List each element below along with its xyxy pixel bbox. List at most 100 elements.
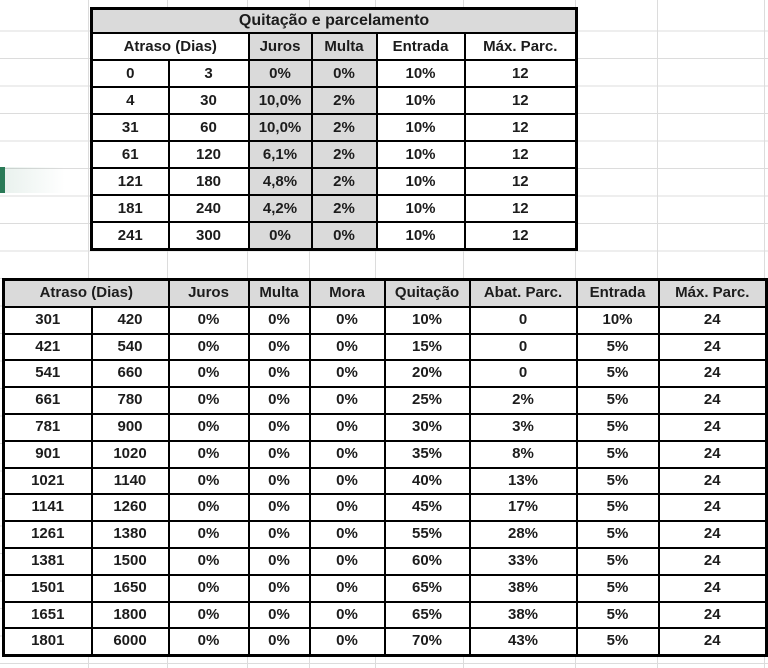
cell[interactable]: 55% [383, 520, 471, 549]
cell[interactable]: 2% [310, 194, 378, 223]
cell[interactable]: 300 [167, 221, 250, 251]
cell[interactable]: 2% [310, 113, 378, 142]
cell[interactable]: 17% [468, 493, 578, 523]
cell[interactable]: 780 [90, 386, 170, 415]
cell[interactable]: 12 [463, 86, 578, 115]
cell[interactable]: 0% [247, 59, 313, 88]
cell[interactable]: 4 [90, 86, 170, 115]
header-juros[interactable]: Juros [167, 278, 250, 308]
cell[interactable]: 0% [247, 573, 311, 603]
cell[interactable]: 0% [308, 493, 386, 523]
cell[interactable]: 0% [247, 221, 313, 251]
cell[interactable]: 0% [310, 59, 378, 88]
cell[interactable]: 1140 [90, 466, 170, 496]
cell[interactable]: 540 [90, 332, 170, 362]
cell[interactable]: 1021 [2, 466, 93, 496]
header-multa[interactable]: Multa [247, 278, 311, 308]
cell[interactable]: 1381 [2, 546, 93, 576]
cell[interactable]: 30% [383, 412, 471, 442]
cell[interactable]: 1650 [90, 573, 170, 603]
cell[interactable]: 5% [575, 466, 660, 496]
cell[interactable]: 0% [308, 305, 386, 335]
cell[interactable]: 5% [575, 332, 660, 362]
cell[interactable]: 541 [2, 359, 93, 389]
cell[interactable]: 10,0% [247, 113, 313, 142]
cell[interactable]: 10% [375, 167, 466, 196]
cell[interactable]: 24 [657, 466, 768, 496]
cell[interactable]: 60% [383, 546, 471, 576]
cell[interactable]: 1260 [90, 493, 170, 523]
cell[interactable]: 0% [247, 332, 311, 362]
header-abat-parc[interactable]: Abat. Parc. [468, 278, 578, 308]
cell[interactable]: 65% [383, 573, 471, 603]
cell[interactable]: 0% [308, 627, 386, 657]
cell[interactable]: 0% [167, 439, 250, 469]
cell[interactable]: 12 [463, 221, 578, 251]
cell[interactable]: 1651 [2, 600, 93, 630]
cell[interactable]: 1801 [2, 627, 93, 657]
cell[interactable]: 0% [247, 493, 311, 523]
cell[interactable]: 12 [463, 140, 578, 169]
cell[interactable]: 900 [90, 412, 170, 442]
cell[interactable]: 1020 [90, 439, 170, 469]
cell[interactable]: 0% [247, 412, 311, 442]
cell[interactable]: 5% [575, 412, 660, 442]
cell[interactable]: 0% [308, 412, 386, 442]
cell[interactable]: 0% [167, 493, 250, 523]
header-max-parc[interactable]: Máx. Parc. [657, 278, 768, 308]
cell[interactable]: 35% [383, 439, 471, 469]
cell[interactable]: 5% [575, 627, 660, 657]
cell[interactable]: 4,2% [247, 194, 313, 223]
cell[interactable]: 0% [167, 332, 250, 362]
cell[interactable]: 24 [657, 493, 768, 523]
cell[interactable]: 4,8% [247, 167, 313, 196]
cell[interactable]: 5% [575, 359, 660, 389]
header-entrada[interactable]: Entrada [375, 32, 466, 61]
cell[interactable]: 121 [90, 167, 170, 196]
header-juros[interactable]: Juros [247, 32, 313, 61]
cell[interactable]: 0% [308, 386, 386, 415]
cell[interactable]: 0% [308, 439, 386, 469]
cell[interactable]: 38% [468, 600, 578, 630]
cell[interactable]: 5% [575, 573, 660, 603]
cell[interactable]: 0% [167, 412, 250, 442]
cell[interactable]: 1380 [90, 520, 170, 549]
cell[interactable]: 70% [383, 627, 471, 657]
cell[interactable]: 8% [468, 439, 578, 469]
cell[interactable]: 901 [2, 439, 93, 469]
header-quitacao[interactable]: Quitação [383, 278, 471, 308]
cell[interactable]: 24 [657, 627, 768, 657]
cell[interactable]: 60 [167, 113, 250, 142]
cell[interactable]: 43% [468, 627, 578, 657]
cell[interactable]: 241 [90, 221, 170, 251]
cell[interactable]: 38% [468, 573, 578, 603]
header-max-parc[interactable]: Máx. Parc. [463, 32, 578, 61]
cell[interactable]: 0% [167, 466, 250, 496]
cell[interactable]: 3% [468, 412, 578, 442]
cell[interactable]: 24 [657, 439, 768, 469]
cell[interactable]: 0% [167, 573, 250, 603]
cell[interactable]: 661 [2, 386, 93, 415]
cell[interactable]: 40% [383, 466, 471, 496]
cell[interactable]: 2% [310, 167, 378, 196]
cell[interactable]: 25% [383, 386, 471, 415]
cell[interactable]: 33% [468, 546, 578, 576]
cell[interactable]: 0% [308, 332, 386, 362]
cell[interactable]: 0% [167, 600, 250, 630]
header-multa[interactable]: Multa [310, 32, 378, 61]
cell[interactable]: 12 [463, 194, 578, 223]
cell[interactable]: 120 [167, 140, 250, 169]
cell[interactable]: 20% [383, 359, 471, 389]
cell[interactable]: 12 [463, 167, 578, 196]
cell[interactable]: 0% [247, 627, 311, 657]
cell[interactable]: 31 [90, 113, 170, 142]
cell[interactable]: 0 [468, 359, 578, 389]
cell[interactable]: 24 [657, 412, 768, 442]
cell[interactable]: 2% [310, 140, 378, 169]
cell[interactable]: 10% [575, 305, 660, 335]
cell[interactable]: 0% [247, 386, 311, 415]
cell[interactable]: 781 [2, 412, 93, 442]
cell[interactable]: 24 [657, 332, 768, 362]
cell[interactable]: 15% [383, 332, 471, 362]
cell[interactable]: 180 [167, 167, 250, 196]
